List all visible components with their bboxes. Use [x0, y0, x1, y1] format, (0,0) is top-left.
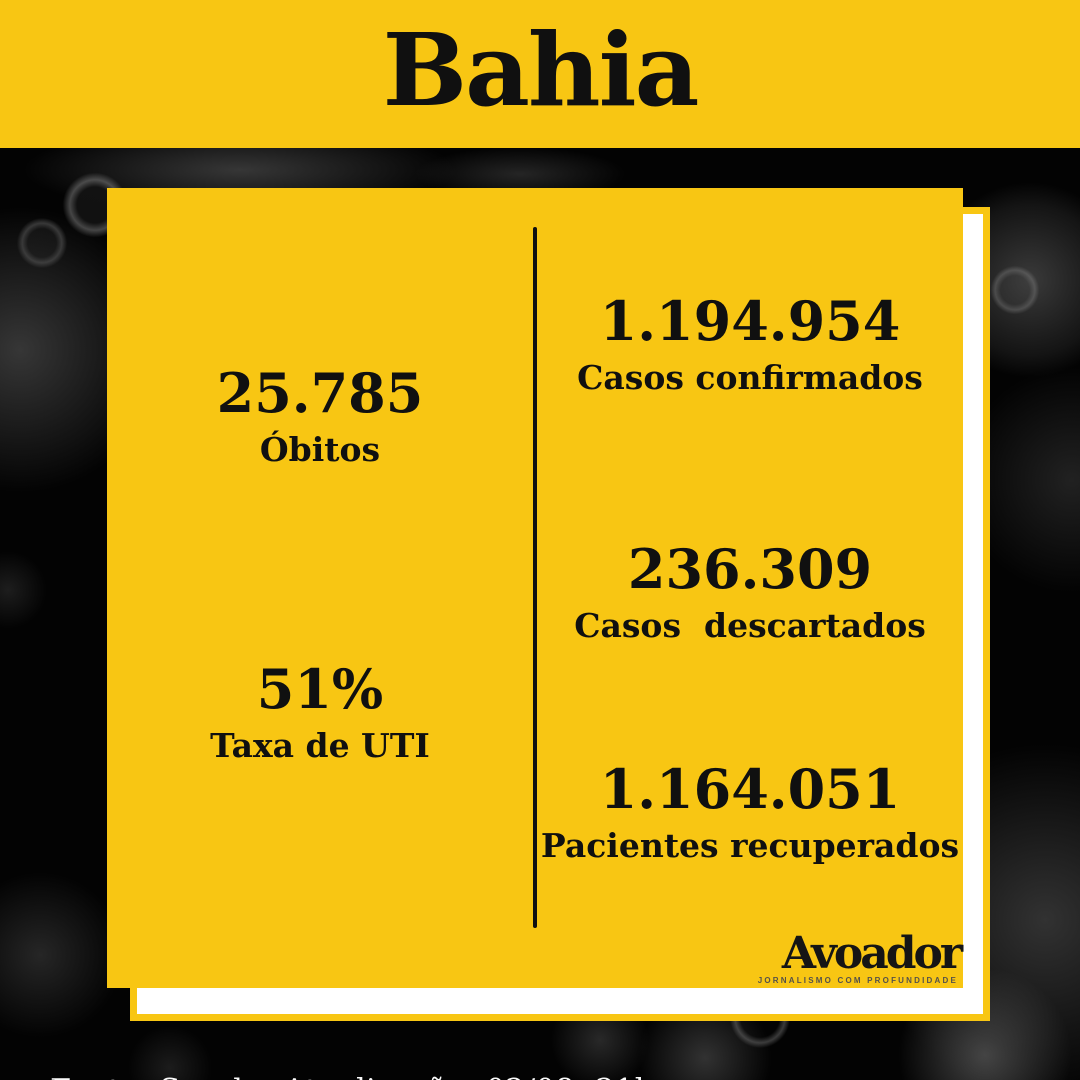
column-divider [533, 227, 537, 928]
left-stats-column: 25.785 Óbitos 51% Taxa de UTI [107, 188, 533, 988]
stat-value: 25.785 [216, 361, 424, 425]
stat-taxa-uti: 51% Taxa de UTI [107, 662, 533, 764]
title-banner: Bahia [0, 0, 1080, 148]
stat-casos-descartados: 236.309 Casos descartados [537, 542, 963, 644]
stat-label: Pacientes recuperados [540, 826, 960, 865]
stat-label: Taxa de UTI [210, 726, 430, 765]
stat-value: 1.194.954 [599, 289, 901, 353]
stat-value: 236.309 [627, 537, 873, 601]
stat-value: 51% [256, 657, 384, 721]
avoador-logo: Avoador JORNALISMO COM PROFUNDIDADE [757, 928, 963, 985]
stat-label: Óbitos [259, 430, 381, 469]
logo-tagline: JORNALISMO COM PROFUNDIDADE [757, 976, 958, 985]
page-title: Bahia [382, 11, 700, 129]
logo-wordmark: Avoador [781, 928, 963, 980]
stat-label: Casos confirmados [577, 358, 923, 397]
stat-casos-confirmados: 1.194.954 Casos confirmados [537, 294, 963, 396]
stats-card: 25.785 Óbitos 51% Taxa de UTI 1.194.954 … [107, 188, 963, 988]
stat-label: Casos descartados [574, 606, 926, 645]
source-text: Fonte: Sesab - Atualização: 02/08 -21h [50, 1073, 654, 1080]
stat-pacientes-recuperados: 1.164.051 Pacientes recuperados [537, 762, 963, 864]
right-stats-column: 1.194.954 Casos confirmados 236.309 Caso… [537, 188, 963, 988]
stat-obitos: 25.785 Óbitos [107, 366, 533, 468]
source-footer: Fonte: Sesab - Atualização: 02/08 -21h [10, 1038, 654, 1080]
stat-value: 1.164.051 [599, 757, 901, 821]
